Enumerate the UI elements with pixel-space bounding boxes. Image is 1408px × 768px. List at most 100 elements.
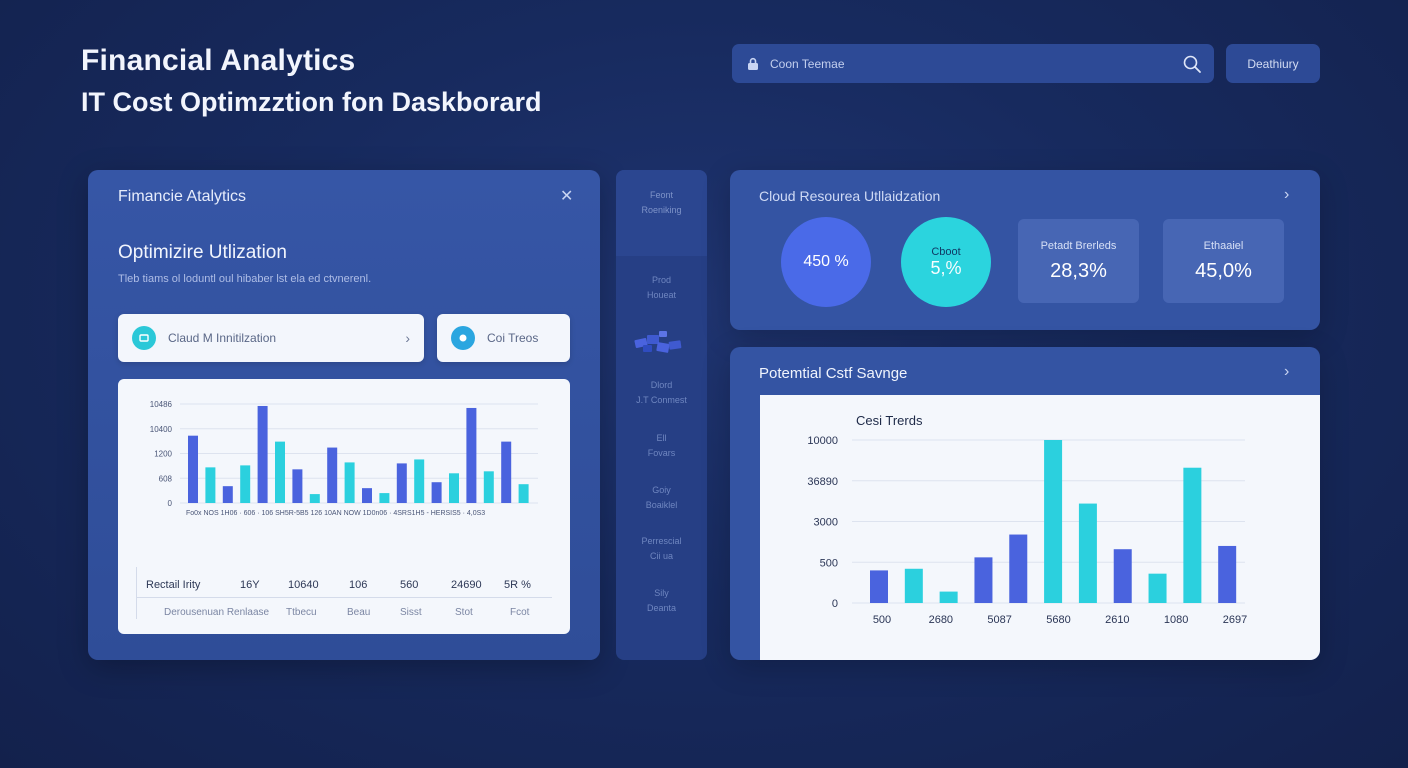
potential-cost-savings-panel: Potemtial Cstf Savnge › Cesi Trerds 10000…: [730, 347, 1320, 660]
nav-label: Roeniking: [641, 205, 682, 215]
chevron-right-icon[interactable]: ›: [1284, 186, 1290, 203]
nav-label: Sily: [654, 588, 669, 598]
metric-value: 450 %: [803, 253, 849, 270]
metric-label: Petadt Brerleds: [1040, 239, 1117, 252]
cloud-utilization-chip[interactable]: Claud M Innitilzation ›: [118, 314, 424, 362]
bar: [275, 441, 285, 503]
financial-analytics-panel: Fimancie Atalytics ✕ Optimizire Utlizati…: [88, 170, 600, 660]
nav-label: Prod: [651, 275, 671, 285]
bar: [414, 459, 425, 503]
cloud-cluster-icon[interactable]: [633, 329, 685, 362]
y-tick-label: 36890: [807, 476, 838, 488]
panel-title: Fimancie Atalytics: [118, 188, 247, 205]
chip-label: Coi Treos: [487, 331, 539, 345]
y-tick-label: 0: [832, 598, 838, 610]
bar: [205, 467, 216, 503]
bar: [396, 463, 407, 503]
nav-label: Dlord: [650, 380, 673, 390]
utilization-chart-card: 10486 10400 1200 608 0 Fo0x NOS 1H06 · 606 · …: [118, 379, 570, 634]
metric-value: 5,%: [930, 257, 962, 278]
nav-item-sily[interactable]: Sily Deanta: [616, 586, 707, 616]
bar: [449, 473, 459, 503]
table-cell: 560: [400, 579, 419, 591]
metric-card: Ethaaiel 45,0%: [1163, 219, 1284, 303]
nav-label: Deanta: [646, 603, 677, 613]
bar: [431, 482, 442, 503]
table-cell: Derousenuan Renlaase: [164, 607, 270, 618]
bar: [309, 494, 320, 503]
bar: [483, 471, 494, 503]
y-tick-label: 10000: [807, 435, 838, 447]
metric-card: Petadt Brerleds 28,3%: [1018, 219, 1139, 303]
divider: [136, 567, 137, 619]
bar: [379, 493, 390, 503]
table-cell: 16Y: [240, 579, 260, 591]
panel-title: Potemtial Cstf Savnge: [759, 365, 908, 382]
x-tick-label: 5680: [1046, 614, 1070, 626]
bar: [257, 405, 268, 503]
nav-label: Feont: [649, 190, 673, 200]
nav-item-perrescial[interactable]: Perrescial Cii ua: [616, 534, 707, 564]
bar: [344, 462, 355, 503]
nav-label: Boaiklel: [645, 500, 678, 510]
close-icon[interactable]: ✕: [560, 188, 574, 205]
bar: [466, 407, 477, 503]
side-navigation: Feont Roeniking Prod Houeat Dlord J.T Co…: [616, 170, 707, 660]
bar: [240, 465, 251, 503]
chevron-right-icon: ›: [405, 330, 410, 346]
nav-label: Cii ua: [649, 551, 673, 561]
nav-item-goiy[interactable]: Goiy Boaiklel: [616, 483, 707, 513]
nav-label: Goiy: [652, 485, 671, 495]
cboot-circle: Cboot 5,%: [901, 217, 991, 307]
bar: [1183, 467, 1202, 603]
utilization-circle: 450 %: [781, 217, 871, 307]
bar: [501, 441, 512, 503]
nav-item-prod[interactable]: Prod Houeat: [616, 273, 707, 303]
search-input[interactable]: [770, 56, 1182, 71]
y-tick-label: 608: [159, 474, 173, 483]
table-cell: Rectail Irity: [146, 579, 201, 591]
cost-trends-chart-card: Cesi Trerds 10000 36890 3000 500 0 500 2680 5087…: [760, 395, 1320, 660]
trend-icon: [451, 326, 475, 350]
panel-description: Tleb tiams ol loduntl oul hibaber lst el…: [118, 273, 372, 285]
table-cell: Stot: [455, 607, 473, 618]
x-tick-label: 1080: [1164, 614, 1188, 626]
x-tick-label: 500: [873, 614, 891, 626]
bar: [188, 435, 198, 503]
cost-trends-bar-chart: Cesi Trerds 10000 36890 3000 500 0 500 2680 5087…: [807, 413, 1247, 626]
metric-label: Ethaaiel: [1203, 239, 1244, 252]
utilization-bar-chart: 10486 10400 1200 608 0 Fo0x NOS 1H06 · 606 · …: [150, 400, 538, 517]
panel-heading: Optimizire Utlization: [118, 242, 287, 263]
lock-icon: [744, 55, 762, 73]
bar: [1078, 503, 1097, 603]
metric-label: Cboot: [931, 245, 961, 258]
chart-title: Cesi Trerds: [856, 413, 923, 428]
metric-value: 28,3%: [1050, 259, 1107, 282]
table-cell: 24690: [451, 579, 482, 591]
nav-item-ell[interactable]: Ell Fovars: [616, 431, 707, 461]
search-icon[interactable]: [1182, 54, 1202, 74]
bar: [974, 557, 993, 603]
nav-label: Fovars: [647, 448, 676, 458]
bar: [939, 591, 958, 603]
table-cell: Sisst: [400, 607, 422, 618]
nav-label: Houeat: [646, 290, 677, 300]
nav-item-cloud[interactable]: Dlord J.T Conmest: [616, 378, 707, 408]
bar: [327, 447, 338, 503]
search-bar[interactable]: [732, 44, 1214, 83]
chevron-right-icon[interactable]: ›: [1284, 363, 1290, 380]
y-tick-label: 500: [820, 557, 838, 569]
page-title: Financial Analytics: [81, 44, 356, 77]
x-tick-label: 2680: [929, 614, 953, 626]
bar: [1218, 545, 1237, 603]
y-tick-label: 10400: [150, 425, 173, 434]
x-tick-labels: Fo0x NOS 1H06 · 606 · 106 SH5R-5B5 126 1…: [186, 510, 485, 517]
bar: [1044, 440, 1063, 603]
divider: [136, 597, 552, 598]
dashboard-button[interactable]: Deathiury: [1226, 44, 1320, 83]
cost-trends-chip[interactable]: Coi Treos: [437, 314, 570, 362]
bar: [518, 484, 529, 503]
nav-item-front[interactable]: Feont Roeniking: [616, 188, 707, 218]
y-tick-label: 3000: [814, 517, 838, 529]
nav-top-block: [616, 170, 707, 256]
